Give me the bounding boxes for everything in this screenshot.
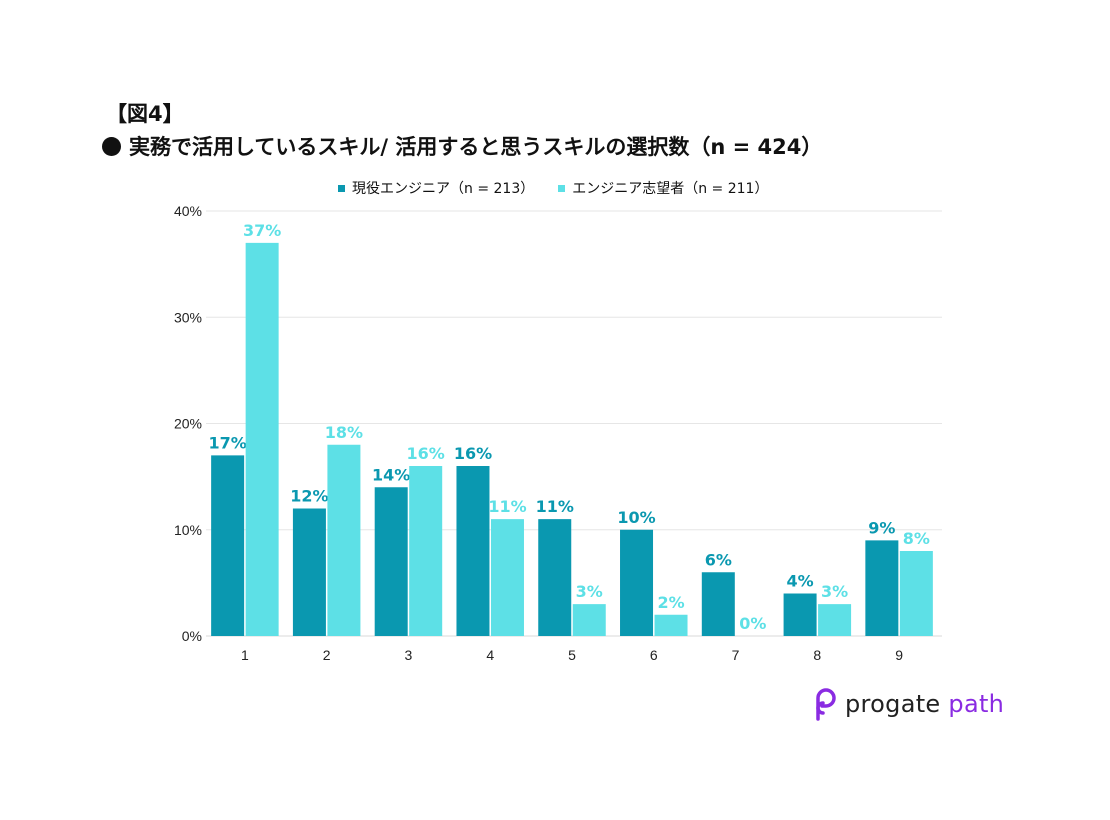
bar-series2 [572,604,606,636]
x-tick-label: 6 [650,647,658,663]
bar-series2 [818,604,852,636]
bar-series1 [374,487,408,636]
logo-word-path: path [948,690,1005,718]
data-label: 17% [208,433,246,452]
x-tick-label: 7 [732,647,740,663]
bar-series1 [292,508,326,636]
chart-title: 実務で活用しているスキル/ 活用すると思うスキルの選択数（n = 424） [102,131,822,161]
x-tick-label: 8 [813,647,821,663]
x-tick-label: 1 [241,647,249,663]
y-tick-label: 40% [174,203,202,219]
data-label: 14% [372,465,410,484]
x-tick-label: 2 [323,647,331,663]
x-tick-label: 9 [895,647,903,663]
x-tick-label: 4 [486,647,494,663]
logo-text: progate path [845,690,1004,718]
bar-series2 [490,519,524,636]
legend-swatch-series1 [338,184,345,192]
bar-series1 [538,519,572,636]
x-tick-label: 3 [405,647,413,663]
data-label: 6% [705,550,732,569]
data-label: 16% [454,444,492,463]
data-label: 11% [536,497,574,516]
y-tick-label: 10% [174,522,202,538]
data-label: 3% [576,582,603,601]
data-label: 3% [821,582,848,601]
bar-series2 [409,466,443,636]
legend-item-series1: 現役エンジニア（n = 213） [338,178,534,198]
bar-series2 [899,551,933,636]
data-label: 12% [290,487,328,506]
data-label: 16% [407,444,445,463]
bar-series2 [245,242,279,636]
bar-series1 [456,466,490,636]
data-label: 0% [739,614,766,633]
bar-series1 [865,540,899,636]
data-label: 10% [617,508,655,527]
y-tick-label: 20% [174,416,202,432]
data-label: 18% [325,423,363,442]
data-label: 4% [786,572,813,591]
bar-series1 [783,593,817,636]
data-label: 37% [243,221,281,240]
logo-word-progate: progate [845,690,941,718]
y-tick-label: 30% [174,309,202,325]
bar-series1 [211,455,245,636]
data-label: 8% [903,529,930,548]
chart-title-text: 実務で活用しているスキル/ 活用すると思うスキルの選択数（n = 424） [129,135,823,159]
legend-label-series1: 現役エンジニア（n = 213） [352,181,535,197]
bar-series1 [701,572,735,636]
data-label: 11% [488,497,526,516]
figure-label: 【図4】 [106,102,184,126]
bar-series2 [327,444,361,636]
legend-item-series2: エンジニア志望者（n = 211） [558,178,768,198]
bar-series1 [620,529,654,636]
y-tick-label: 0% [182,628,202,644]
bullet-icon [102,137,121,156]
legend-swatch-series2 [558,184,566,192]
legend: 現役エンジニア（n = 213） エンジニア志望者（n = 211） [338,178,768,198]
progate-path-logo: progate path [812,686,1004,722]
progate-path-logo-icon [816,688,836,721]
legend-label-series2: エンジニア志望者（n = 211） [572,181,769,197]
data-label: 2% [657,593,684,612]
bar-series2 [654,614,688,636]
data-label: 9% [868,518,895,537]
x-tick-label: 5 [568,647,576,663]
